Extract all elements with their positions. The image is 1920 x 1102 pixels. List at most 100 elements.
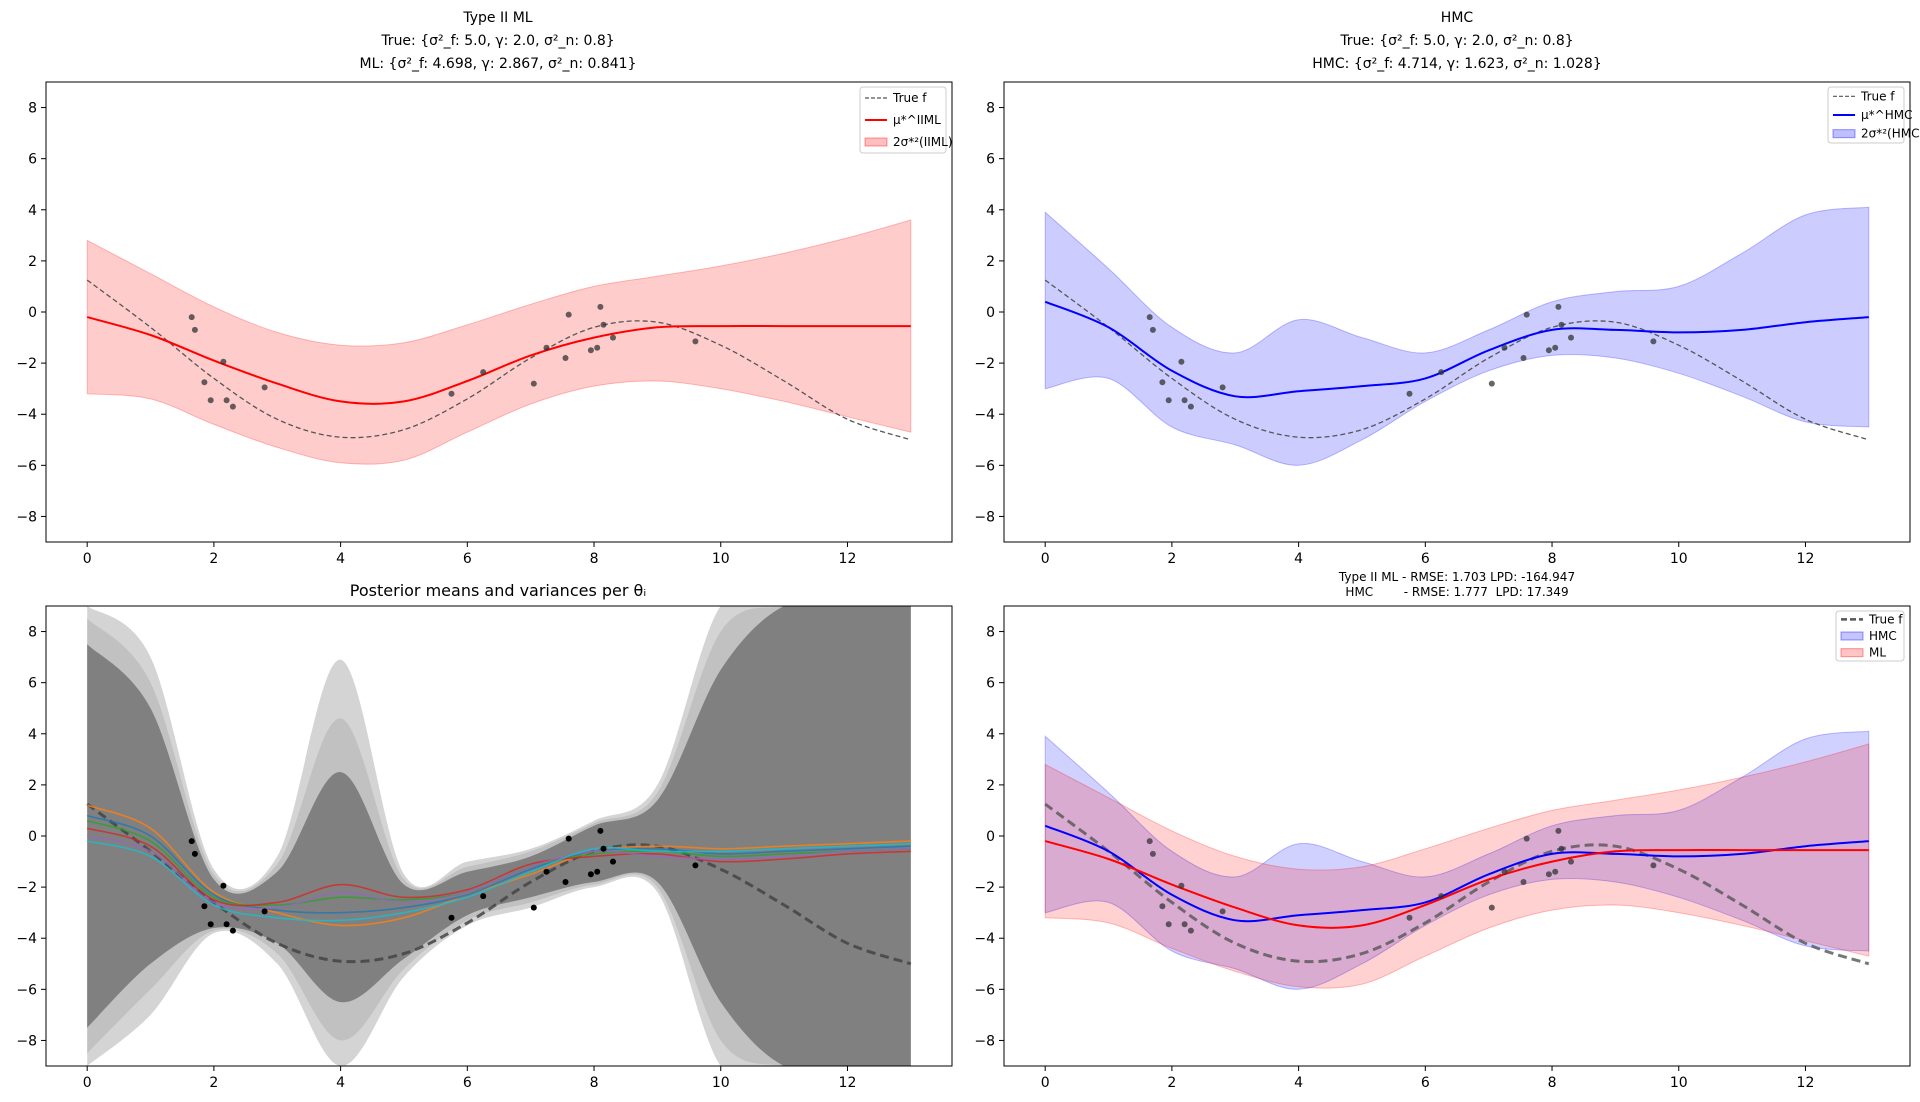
y-tick-label: −2 xyxy=(16,356,37,372)
data-point xyxy=(1182,397,1188,403)
plot-bottom-right: 0 2 4 6 8 10 12 −8 −6 −4 −2 0 2 4 6 8 True f HMC ML xyxy=(974,606,1910,1091)
legend-swatch xyxy=(1833,130,1855,138)
data-point xyxy=(1568,335,1574,341)
y-tick-label: −6 xyxy=(16,458,37,474)
data-point xyxy=(1559,322,1565,328)
y-tick-label: −2 xyxy=(16,880,37,896)
title-line-1: Type II ML xyxy=(462,10,532,26)
y-tick-label: 8 xyxy=(986,101,995,117)
legend-label: True f xyxy=(1868,612,1903,626)
data-point xyxy=(594,345,600,351)
title-line-3: ML: {σ²_f: 4.698, γ: 2.867, σ²_n: 0.841} xyxy=(360,56,637,72)
band-2-hmc- xyxy=(1045,207,1869,465)
data-point xyxy=(1502,345,1508,351)
data-point xyxy=(601,846,607,852)
x-tick-label: 2 xyxy=(209,551,218,567)
data-point xyxy=(597,304,603,310)
data-point xyxy=(230,404,236,410)
data-point xyxy=(449,915,455,921)
data-point xyxy=(189,314,195,320)
data-point xyxy=(588,871,594,877)
data-point xyxy=(1552,869,1558,875)
y-tick-label: 4 xyxy=(986,727,995,743)
legend-label: HMC xyxy=(1869,629,1897,643)
x-tick-label: 4 xyxy=(336,1075,345,1091)
title-line-2: True: {σ²_f: 5.0, γ: 2.0, σ²_n: 0.8} xyxy=(1339,33,1573,49)
data-point xyxy=(563,355,569,361)
title-line-1: Type II ML - RMSE: 1.703 LPD: -164.947 xyxy=(1338,570,1575,584)
legend-swatch xyxy=(1841,649,1863,657)
legend-label: μ*^IIML xyxy=(893,113,941,127)
data-point xyxy=(1150,327,1156,333)
legend-label: 2σ*²(IIML) xyxy=(893,135,953,149)
x-tick-label: 0 xyxy=(1041,551,1050,567)
y-tick-label: 8 xyxy=(986,625,995,641)
data-point xyxy=(1524,836,1530,842)
plot-top-right: 0 2 4 6 8 10 12 −8 −6 −4 −2 0 2 4 6 8 True f μ*^HMC 2σ*²(H… xyxy=(974,82,1920,567)
plot-bottom-left: 0 2 4 6 8 10 12−8−6−4−202468 xyxy=(16,593,952,1091)
data-point xyxy=(1178,883,1184,889)
y-tick-label: 6 xyxy=(986,152,995,168)
data-point xyxy=(594,869,600,875)
y-tick-label: 2 xyxy=(28,254,37,270)
data-point xyxy=(601,322,607,328)
data-point xyxy=(1555,828,1561,834)
data-point xyxy=(544,869,550,875)
title-line-2: True: {σ²_f: 5.0, γ: 2.0, σ²_n: 0.8} xyxy=(380,33,614,49)
y-tick-label: −4 xyxy=(974,407,995,423)
y-tick-label: −2 xyxy=(974,356,995,372)
plot-area xyxy=(87,593,911,1079)
data-point xyxy=(1438,369,1444,375)
title-line-1: HMC xyxy=(1441,10,1474,26)
x-tick-label: 6 xyxy=(1421,551,1430,567)
x-tick-label: 10 xyxy=(712,1075,730,1091)
x-tick-label: 8 xyxy=(1548,1075,1557,1091)
data-point xyxy=(563,879,569,885)
y-tick-label: 0 xyxy=(28,305,37,321)
y-tick-label: 6 xyxy=(28,676,37,692)
panel-bottom-left: Posterior means and variances per θᵢ xyxy=(350,581,646,600)
data-point xyxy=(531,381,537,387)
x-tick-label: 12 xyxy=(1797,551,1815,567)
data-point xyxy=(480,369,486,375)
y-tick-label: −6 xyxy=(16,982,37,998)
data-point xyxy=(230,928,236,934)
y-tick-label: 2 xyxy=(986,254,995,270)
panel-bottom-right: Type II ML - RMSE: 1.703 LPD: -164.947 H… xyxy=(1338,570,1575,599)
data-point xyxy=(220,883,226,889)
data-point xyxy=(1150,851,1156,857)
plot-area xyxy=(1045,207,1869,465)
data-point xyxy=(449,391,455,397)
y-tick-label: −4 xyxy=(16,931,37,947)
x-tick-label: 0 xyxy=(83,1075,92,1091)
x-tick-label: 4 xyxy=(1294,1075,1303,1091)
y-tick-label: −6 xyxy=(974,458,995,474)
legend-label: ML xyxy=(1869,646,1886,660)
data-point xyxy=(1147,314,1153,320)
data-point xyxy=(220,359,226,365)
y-tick-label: 6 xyxy=(986,676,995,692)
data-point xyxy=(531,905,537,911)
x-tick-label: 2 xyxy=(1167,551,1176,567)
legend: True f HMC ML xyxy=(1836,611,1904,661)
data-point xyxy=(1188,404,1194,410)
y-tick-label: 0 xyxy=(986,829,995,845)
data-point xyxy=(192,851,198,857)
y-tick-label: 8 xyxy=(28,625,37,641)
x-tick-label: 2 xyxy=(1167,1075,1176,1091)
data-point xyxy=(1650,862,1656,868)
y-tick-label: 4 xyxy=(28,727,37,743)
x-tick-label: 6 xyxy=(463,1075,472,1091)
y-tick-label: 2 xyxy=(986,778,995,794)
data-point xyxy=(1159,903,1165,909)
data-point xyxy=(1438,893,1444,899)
data-point xyxy=(1166,921,1172,927)
data-point xyxy=(566,836,572,842)
data-point xyxy=(1552,345,1558,351)
data-point xyxy=(262,908,268,914)
plot-area xyxy=(87,220,911,464)
y-tick-label: 2 xyxy=(28,778,37,794)
title-line-2: HMC - RMSE: 1.777 LPD: 17.349 xyxy=(1345,585,1568,599)
legend-label: μ*^HMC xyxy=(1861,108,1912,122)
